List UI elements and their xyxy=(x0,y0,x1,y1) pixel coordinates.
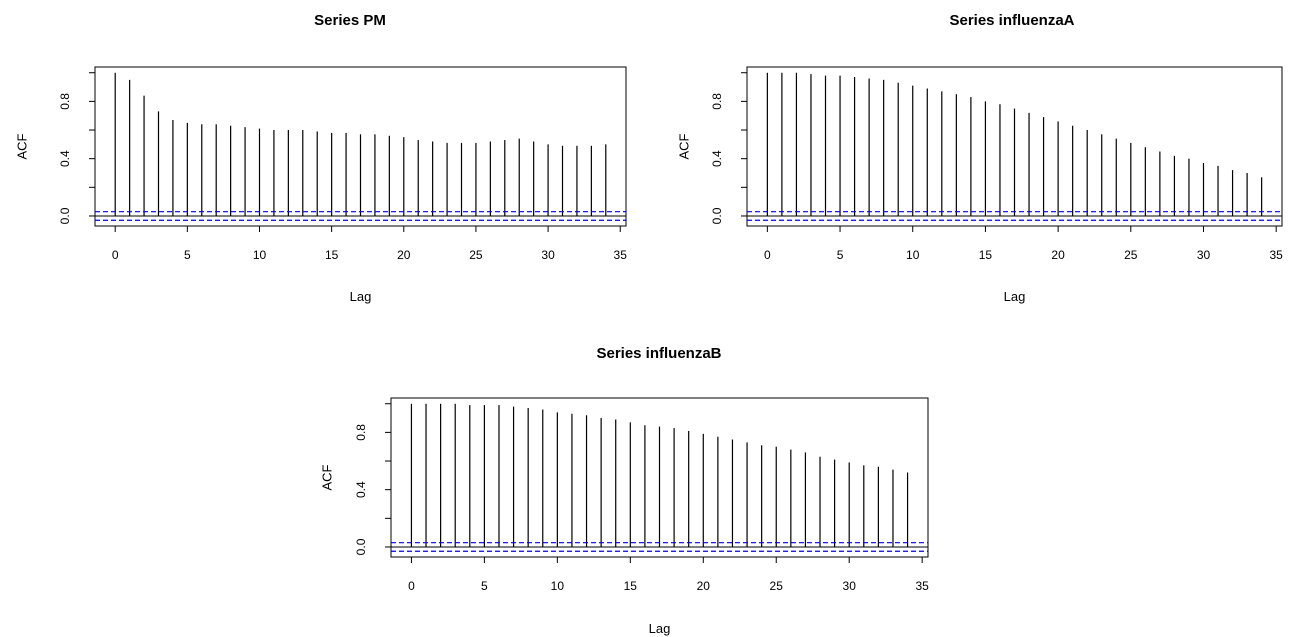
x-tick-label: 0 xyxy=(764,248,771,262)
plot-frame xyxy=(390,397,929,558)
y-tick-label: 0.8 xyxy=(710,93,724,110)
x-tick-label: 20 xyxy=(1051,248,1065,262)
x-tick-label: 10 xyxy=(253,248,267,262)
x-tick-label: 25 xyxy=(469,248,483,262)
plot-frame xyxy=(746,66,1283,227)
y-tick-label: 0.4 xyxy=(354,481,368,498)
acf-panel-1: Series PM 0 5 10 15 20 25 30 35 0.0 0.4 0.8 Lag ACF xyxy=(14,12,627,304)
x-tick-label: 0 xyxy=(112,248,119,262)
chart-title: Series PM xyxy=(314,12,386,29)
x-tick-label: 25 xyxy=(1124,248,1138,262)
y-tick-label: 0.0 xyxy=(58,207,72,224)
x-tick-label: 15 xyxy=(624,579,638,593)
x-tick-label: 15 xyxy=(325,248,339,262)
x-axis-label: Lag xyxy=(1004,289,1026,304)
acf-panel-2: Series influenzaA 0 5 10 15 20 25 30 35 0.0 0.4 0.8… xyxy=(676,12,1283,304)
y-axis-label: ACF xyxy=(319,464,334,490)
x-tick-label: 10 xyxy=(551,579,565,593)
x-tick-label: 35 xyxy=(614,248,628,262)
x-tick-label: 15 xyxy=(979,248,993,262)
y-tick-label: 0.4 xyxy=(58,150,72,167)
plot-frame xyxy=(94,66,627,227)
x-tick-label: 30 xyxy=(541,248,555,262)
y-tick-label: 0.4 xyxy=(710,150,724,167)
x-tick-label: 20 xyxy=(697,579,711,593)
x-tick-label: 5 xyxy=(481,579,488,593)
x-tick-label: 10 xyxy=(906,248,920,262)
acf-panel-3: Series influenzaB 0 5 10 15 20 25 30 35 0.0 0.4 0.8… xyxy=(319,345,929,636)
x-tick-label: 35 xyxy=(1270,248,1284,262)
y-tick-label: 0.8 xyxy=(58,93,72,110)
x-tick-label: 5 xyxy=(837,248,844,262)
x-tick-label: 25 xyxy=(770,579,784,593)
y-tick-label: 0.0 xyxy=(354,538,368,555)
chart-title: Series influenzaA xyxy=(949,12,1074,29)
x-tick-label: 35 xyxy=(915,579,929,593)
chart-title: Series influenzaB xyxy=(596,345,721,362)
x-axis-label: Lag xyxy=(350,289,372,304)
y-tick-label: 0.0 xyxy=(710,207,724,224)
y-axis-label: ACF xyxy=(676,133,691,159)
x-tick-label: 0 xyxy=(408,579,415,593)
x-tick-label: 30 xyxy=(1197,248,1211,262)
x-axis-label: Lag xyxy=(649,621,671,636)
x-tick-label: 30 xyxy=(843,579,857,593)
x-tick-label: 5 xyxy=(184,248,191,262)
x-tick-label: 20 xyxy=(397,248,411,262)
y-axis-label: ACF xyxy=(14,133,29,159)
y-tick-label: 0.8 xyxy=(354,424,368,441)
